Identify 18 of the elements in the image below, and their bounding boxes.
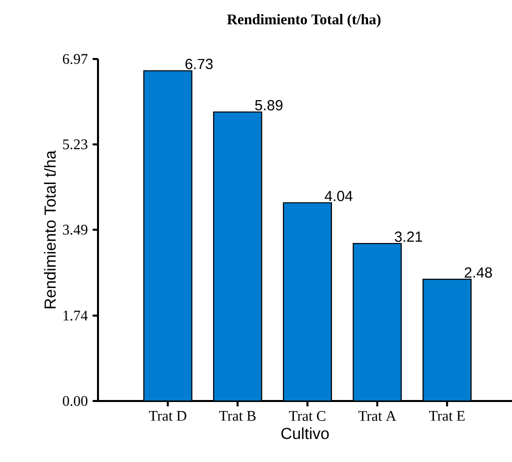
data-label: 6.73 (186, 58, 213, 70)
x-axis-title: Cultivo (281, 427, 329, 440)
data-label: 5.89 (255, 100, 282, 110)
y-tick-label: 6.97 (62, 54, 88, 64)
y-tick-label: 0.00 (62, 396, 88, 406)
x-tick-label: Trat E (429, 411, 465, 421)
chart-title: Rendimiento Total (t/ha) (227, 14, 380, 28)
data-label: 2.48 (464, 267, 492, 278)
y-tick-label: 1.74 (64, 310, 88, 321)
x-tick-label: Trat A (358, 411, 396, 421)
y-tick-label: 5.23 (63, 139, 88, 150)
data-label: 3.21 (394, 232, 422, 242)
x-tick-label: Trat B (219, 411, 256, 421)
x-tick-label: Trat C (289, 411, 326, 421)
x-tick-label: Trat D (149, 411, 186, 421)
y-tick-label: 3.49 (63, 224, 88, 235)
data-label: 4.04 (324, 190, 353, 202)
y-axis-title: Rendimiento Total t/ha (44, 150, 56, 308)
